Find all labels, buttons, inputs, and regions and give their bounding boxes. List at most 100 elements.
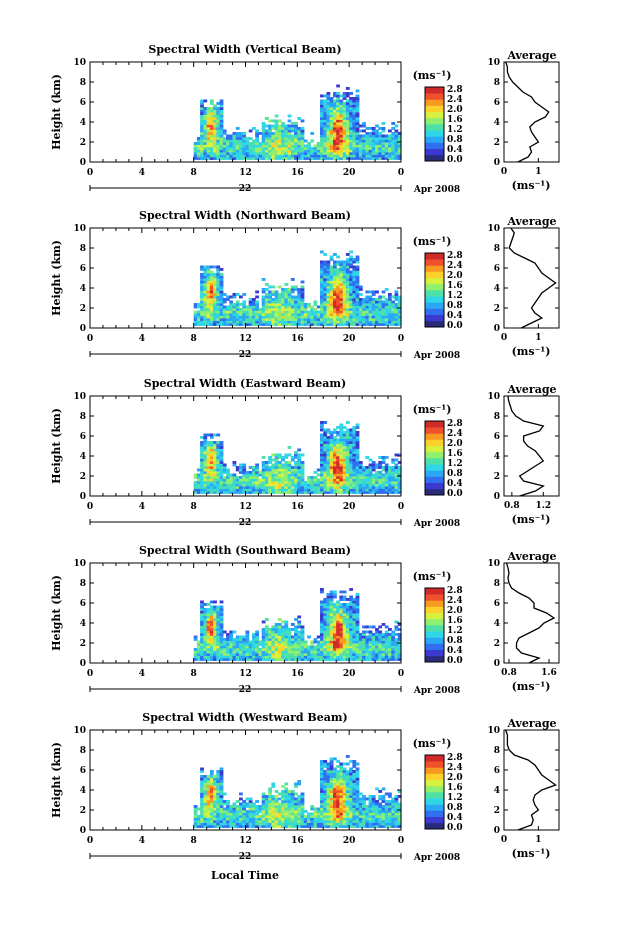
heatmap-cell xyxy=(223,152,227,155)
heatmap-cell xyxy=(223,648,227,651)
heatmap-cell xyxy=(388,130,392,133)
heatmap-cell xyxy=(220,778,224,781)
heatmap-cell xyxy=(330,296,334,299)
heatmap-cell xyxy=(265,155,269,158)
heatmap-cell xyxy=(356,278,360,281)
heatmap-cell xyxy=(288,318,292,321)
heatmap-cell xyxy=(281,316,285,319)
heatmap-cell xyxy=(281,152,285,155)
heatmap-cell xyxy=(220,296,224,299)
heatmap-cell xyxy=(233,323,237,326)
average-y-tick-label: 8 xyxy=(494,78,500,88)
heatmap-cell xyxy=(233,651,237,654)
heatmap-cell xyxy=(207,479,211,482)
heatmap-cell xyxy=(223,150,227,153)
heatmap-cell xyxy=(216,790,220,793)
colorbar-segment xyxy=(425,118,444,125)
heatmap-cell xyxy=(372,479,376,482)
colorbar-tick-label: 0.8 xyxy=(447,135,463,145)
heatmap-cell xyxy=(262,793,266,796)
heatmap-cell xyxy=(356,469,360,472)
heatmap-cell xyxy=(301,298,305,301)
heatmap-cell xyxy=(372,303,376,306)
heatmap-cell xyxy=(207,283,211,286)
heatmap-cell xyxy=(223,140,227,143)
heatmap-cell xyxy=(356,125,360,128)
heatmap-cell xyxy=(314,658,318,661)
heatmap-cell xyxy=(362,306,366,309)
heatmap-cell xyxy=(356,316,360,319)
heatmap-cell xyxy=(339,479,343,482)
heatmap-cell xyxy=(200,293,204,296)
heatmap-cell xyxy=(288,818,292,821)
heatmap-cell xyxy=(271,464,275,467)
y-tick-label: 8 xyxy=(80,78,86,88)
x-tick-label: 20 xyxy=(343,669,356,679)
heatmap-cell xyxy=(255,321,259,324)
panel-title: Spectral Width (Westward Beam) xyxy=(142,711,347,724)
heatmap-cell xyxy=(223,813,227,816)
average-x-tick-label: 1.6 xyxy=(541,668,557,678)
heatmap-cell xyxy=(320,439,324,442)
y-tick-label: 0 xyxy=(80,158,86,168)
heatmap-cell xyxy=(297,653,301,656)
average-y-tick-label: 6 xyxy=(494,98,500,108)
heatmap-cell xyxy=(304,313,308,316)
heatmap-cell xyxy=(265,318,269,321)
heatmap-cell xyxy=(223,631,227,634)
heatmap-cell xyxy=(284,621,288,624)
heatmap-cell xyxy=(333,591,337,594)
heatmap-cell xyxy=(268,456,272,459)
heatmap-cell xyxy=(330,603,334,606)
heatmap-cell xyxy=(288,132,292,135)
heatmap-cell xyxy=(362,323,366,326)
heatmap-cell xyxy=(239,147,243,150)
heatmap-cell xyxy=(223,323,227,326)
heatmap-cell xyxy=(200,145,204,148)
heatmap-cell xyxy=(297,626,301,629)
heatmap-cell xyxy=(207,481,211,484)
heatmap-cell xyxy=(297,303,301,306)
heatmap-cell xyxy=(356,132,360,135)
heatmap-cell xyxy=(339,268,343,271)
heatmap-cell xyxy=(395,469,399,472)
x-tick-label: 12 xyxy=(239,502,252,512)
heatmap-cell xyxy=(265,484,269,487)
heatmap-cell xyxy=(200,798,204,801)
heatmap-cell xyxy=(281,464,285,467)
heatmap-cell xyxy=(216,626,220,629)
heatmap-cell xyxy=(233,137,237,140)
heatmap-cell xyxy=(346,641,350,644)
heatmap-cell xyxy=(362,641,366,644)
heatmap-cell xyxy=(320,484,324,487)
heatmap-cell xyxy=(297,135,301,138)
heatmap-cell xyxy=(239,321,243,324)
heatmap-cell xyxy=(249,641,253,644)
heatmap-cell xyxy=(339,491,343,494)
colorbar-segment xyxy=(425,613,444,620)
heatmap-cell xyxy=(207,125,211,128)
heatmap-cell xyxy=(249,479,253,482)
heatmap-cell xyxy=(304,653,308,656)
heatmap-cell xyxy=(233,815,237,818)
heatmap-cell xyxy=(207,271,211,274)
heatmap-cell xyxy=(339,112,343,115)
heatmap-cell xyxy=(395,303,399,306)
heatmap-cell xyxy=(297,132,301,135)
heatmap-cells xyxy=(194,85,402,160)
heatmap-cell xyxy=(339,461,343,464)
heatmap-cell xyxy=(278,623,282,626)
heatmap-cell xyxy=(304,321,308,324)
heatmap-cell xyxy=(356,140,360,143)
heatmap-cell xyxy=(346,451,350,454)
heatmap-cell xyxy=(223,311,227,314)
heatmap-cell xyxy=(223,658,227,661)
heatmap-cell xyxy=(301,142,305,145)
heatmap-cell xyxy=(314,656,318,659)
heatmap-cell xyxy=(194,810,198,813)
heatmap-cell xyxy=(255,646,259,649)
heatmap-cell xyxy=(223,130,227,133)
heatmap-cell xyxy=(200,783,204,786)
heatmap-cell xyxy=(207,278,211,281)
heatmap-cell xyxy=(314,313,318,316)
